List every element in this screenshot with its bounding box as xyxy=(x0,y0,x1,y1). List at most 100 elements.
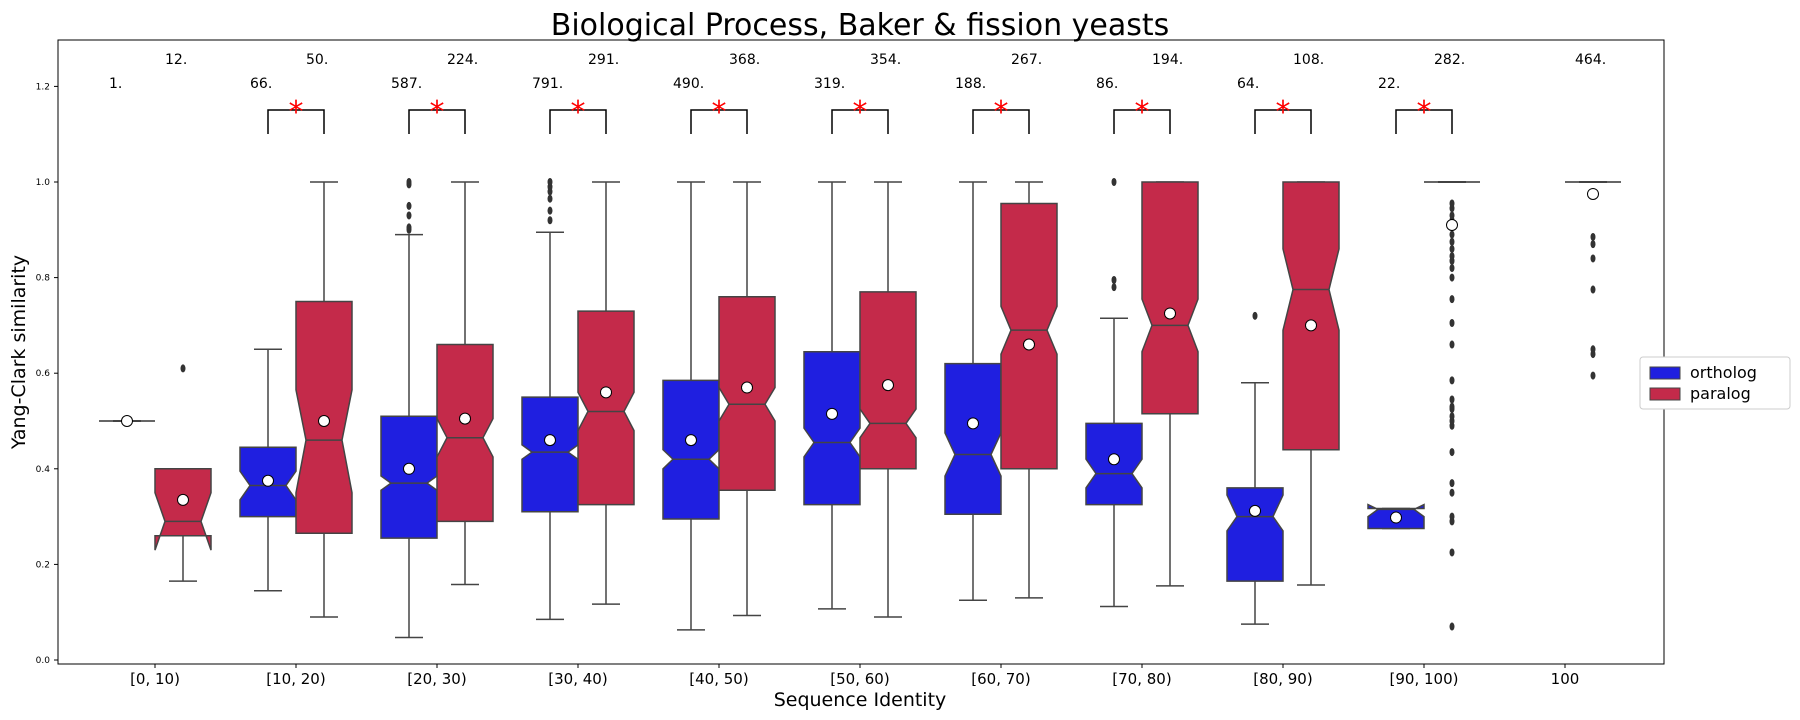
outlier-point-paralog xyxy=(1590,240,1596,249)
x-tick-label: [30, 40) xyxy=(548,670,607,688)
significance-star: * xyxy=(430,95,445,130)
box-paralog xyxy=(436,343,494,523)
mean-marker-paralog xyxy=(1305,319,1317,332)
box-paralog xyxy=(1141,181,1199,415)
outlier-point-paralog xyxy=(1449,199,1455,208)
count-label-paralog: 12. xyxy=(165,52,187,68)
count-label-ortholog: 86. xyxy=(1096,76,1118,92)
count-label-paralog: 354. xyxy=(870,52,901,68)
legend-swatch-paralog xyxy=(1649,387,1681,401)
box-paralog xyxy=(1000,202,1058,470)
outlier-point-paralog xyxy=(1590,371,1596,380)
outlier-point-paralog xyxy=(1449,230,1455,239)
outlier-point-ortholog xyxy=(547,206,553,215)
box-paralog xyxy=(1282,181,1340,451)
outlier-point-paralog xyxy=(1449,402,1455,411)
mean-marker-paralog xyxy=(1023,338,1035,351)
box-paralog xyxy=(154,468,212,551)
y-tick-label: 0.4 xyxy=(36,465,51,475)
y-tick-label: 0.2 xyxy=(36,560,50,570)
legend-swatch-ortholog xyxy=(1649,366,1681,380)
count-label-paralog: 368. xyxy=(729,52,760,68)
count-label-ortholog: 319. xyxy=(814,76,845,92)
y-tick-label: 1.0 xyxy=(36,178,51,188)
significance-bracket xyxy=(972,109,1030,134)
count-label-ortholog: 1. xyxy=(109,76,122,92)
mean-marker-ortholog xyxy=(262,474,274,487)
outlier-point-paralog xyxy=(1449,488,1455,497)
count-label-paralog: 267. xyxy=(1011,52,1042,68)
count-label-paralog: 224. xyxy=(447,52,478,68)
count-label-paralog: 282. xyxy=(1434,52,1465,68)
x-tick-label: [80, 90) xyxy=(1253,670,1312,688)
x-tick-label: [70, 80) xyxy=(1112,670,1171,688)
mean-marker-paralog xyxy=(1164,307,1176,320)
significance-bracket xyxy=(549,109,607,134)
y-tick-label: 0.0 xyxy=(36,656,51,666)
outlier-point-paralog xyxy=(1590,285,1596,294)
count-label-paralog: 464. xyxy=(1575,52,1606,68)
outlier-point-paralog xyxy=(180,364,186,373)
outlier-point-paralog xyxy=(1449,340,1455,349)
x-tick-label: [50, 60) xyxy=(830,670,889,688)
outlier-point-paralog xyxy=(1449,622,1455,631)
x-tick-label: [60, 70) xyxy=(971,670,1030,688)
x-tick-label: [10, 20) xyxy=(266,670,325,688)
x-tick-label: [40, 50) xyxy=(689,670,748,688)
significance-star: * xyxy=(994,95,1009,130)
significance-star: * xyxy=(853,95,868,130)
significance-bracket xyxy=(1254,109,1312,134)
mean-marker-ortholog xyxy=(403,462,415,475)
mean-marker-ortholog xyxy=(967,417,979,430)
x-tick-label: [20, 30) xyxy=(407,670,466,688)
outlier-point-ortholog xyxy=(406,223,412,232)
count-label-ortholog: 22. xyxy=(1378,76,1400,92)
box-ortholog xyxy=(803,350,861,506)
mean-marker-paralog xyxy=(459,412,471,425)
significance-bracket xyxy=(267,109,325,134)
legend-label-paralog: paralog xyxy=(1690,384,1751,403)
outlier-point-paralog xyxy=(1449,319,1455,328)
count-label-paralog: 108. xyxy=(1293,52,1324,68)
outlier-point-ortholog xyxy=(547,178,553,186)
significance-bracket xyxy=(690,109,748,134)
count-label-paralog: 50. xyxy=(306,52,328,68)
outlier-point-paralog xyxy=(1449,448,1455,457)
mean-marker-ortholog xyxy=(1108,453,1120,466)
x-tick-label: [0, 10) xyxy=(130,670,180,688)
mean-marker-ortholog xyxy=(685,434,697,447)
legend: ortholog paralog xyxy=(1639,356,1791,410)
outlier-point-ortholog xyxy=(547,216,553,225)
x-tick-label: 100 xyxy=(1551,670,1580,688)
count-label-paralog: 291. xyxy=(588,52,619,68)
significance-bracket xyxy=(1395,109,1453,134)
y-tick-label: 0.6 xyxy=(36,369,51,379)
outlier-point-paralog xyxy=(1449,376,1455,385)
box-ortholog xyxy=(1226,487,1284,582)
mean-marker-ortholog xyxy=(121,415,133,427)
outlier-point-ortholog xyxy=(1111,178,1117,186)
mean-marker-paralog xyxy=(600,386,612,399)
outlier-point-paralog xyxy=(1449,295,1455,304)
outlier-point-paralog xyxy=(1449,273,1455,282)
x-tick-label: [90, 100) xyxy=(1390,670,1459,688)
y-tick-label: 1.2 xyxy=(36,82,50,92)
outlier-point-paralog xyxy=(1449,237,1455,246)
outlier-point-ortholog xyxy=(1111,275,1117,284)
legend-label-ortholog: ortholog xyxy=(1690,363,1757,382)
count-label-ortholog: 587. xyxy=(391,76,422,92)
plot-frame xyxy=(57,39,1665,665)
outlier-point-paralog xyxy=(1590,254,1596,263)
box-ortholog xyxy=(662,379,720,520)
mean-marker-paralog xyxy=(177,493,189,506)
significance-star: * xyxy=(712,95,727,130)
box-ortholog xyxy=(521,396,579,513)
box-ortholog xyxy=(944,362,1002,515)
significance-star: * xyxy=(571,95,586,130)
count-label-ortholog: 791. xyxy=(532,76,563,92)
outlier-point-paralog xyxy=(1449,548,1455,557)
significance-star: * xyxy=(289,95,304,130)
outlier-point-paralog xyxy=(1449,264,1455,273)
outlier-point-paralog xyxy=(1449,244,1455,253)
x-axis-label: Sequence Identity xyxy=(774,689,947,711)
